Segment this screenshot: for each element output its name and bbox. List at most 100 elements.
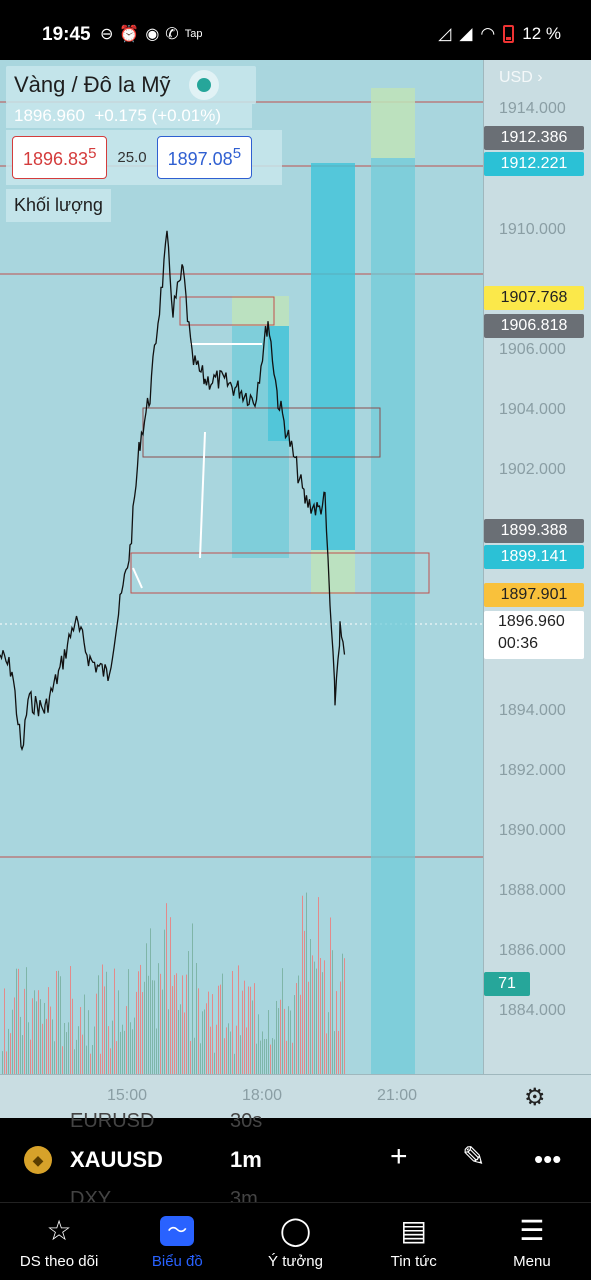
status-right: ◿ ◢ ◠ 12 % — [438, 24, 561, 44]
time-axis[interactable]: 15:00 18:00 21:00 ⚙ — [0, 1074, 591, 1118]
volume-bar — [182, 975, 183, 1074]
nav-label: Ý tưởng — [268, 1253, 323, 1270]
volume-bar — [272, 1038, 273, 1074]
volume-bar — [112, 1020, 113, 1074]
trendline — [199, 431, 206, 559]
volume-bar — [286, 1040, 287, 1074]
volume-bar — [194, 1037, 195, 1074]
volume-bar — [320, 958, 321, 1074]
chart-pane[interactable]: 17 — [0, 60, 483, 1074]
status-icons: ⊖ ⏰ ◉ ✆ Tap — [100, 24, 202, 44]
volume-bar — [44, 1002, 45, 1074]
volume-bar — [136, 991, 137, 1074]
volume-bar — [342, 953, 343, 1074]
volume-bar — [222, 973, 223, 1074]
signal-icon: ◢ — [459, 24, 473, 43]
volume-bar — [192, 923, 193, 1074]
battery-text: 12 % — [522, 24, 561, 43]
bar-countdown: 00:36 — [498, 635, 539, 652]
price-change: +0.175 (+0.01%) — [94, 106, 222, 125]
call-icon: ✆ — [165, 26, 179, 43]
volume-bar — [66, 1032, 67, 1074]
volume-bar — [306, 892, 307, 1074]
volume-bar — [108, 1026, 109, 1074]
nav-chart[interactable]: 〜 Biểu đồ — [118, 1203, 236, 1280]
volume-bar — [344, 958, 345, 1074]
price-tag: 1912.386 — [484, 126, 584, 150]
volume-bar — [188, 951, 189, 1074]
volume-bar — [18, 968, 19, 1074]
add-icon[interactable]: + — [390, 1140, 408, 1173]
dnd-icon: ⊖ — [100, 26, 114, 43]
price-line — [0, 230, 346, 752]
nav-menu[interactable]: ☰ Menu — [473, 1203, 591, 1280]
chart-legend[interactable]: Vàng / Đô la Mỹ 1896.960 +0.175 (+0.01%)… — [6, 66, 282, 222]
volume-bar — [224, 1038, 225, 1074]
volume-bar — [198, 988, 199, 1074]
volume-label[interactable]: Khối lượng — [6, 189, 111, 222]
buy-button[interactable]: 1897.085 — [156, 136, 253, 179]
volume-bar — [232, 970, 233, 1074]
long-zone — [371, 158, 415, 1074]
currency-selector[interactable]: USD › — [499, 69, 543, 86]
volume-bar — [84, 994, 85, 1074]
volume-bar — [196, 962, 197, 1074]
volume-bar — [208, 991, 209, 1074]
volume-bar — [258, 1014, 259, 1074]
volume-bar — [12, 1009, 13, 1074]
nav-ideas[interactable]: ◯ Ý tưởng — [236, 1203, 354, 1280]
volume-bar — [142, 992, 143, 1074]
volume-bar — [300, 994, 301, 1074]
chart-canvas[interactable] — [0, 60, 483, 1074]
volume-bar — [74, 1049, 75, 1074]
small-tp-zone — [232, 296, 289, 326]
volume-bar — [64, 1022, 65, 1074]
volume-bar — [154, 980, 155, 1074]
volume-bar — [104, 986, 105, 1074]
volume-bar — [24, 988, 25, 1074]
ghost-timeframe: 30s — [230, 1110, 263, 1132]
status-time: 19:45 — [42, 24, 91, 45]
volume-bar — [52, 1019, 53, 1074]
volume-bar — [304, 930, 305, 1074]
volume-bar — [298, 975, 299, 1074]
volume-bar — [180, 1004, 181, 1074]
more-icon[interactable]: ••• — [534, 1144, 562, 1174]
volume-bar — [312, 955, 313, 1074]
price-tick: 1914.000 — [499, 100, 566, 117]
volume-bar — [4, 988, 5, 1074]
volume-bar — [338, 1030, 339, 1074]
symbol-selector[interactable]: XAUUSD — [70, 1147, 163, 1172]
volume-bar — [250, 986, 251, 1074]
sell-button[interactable]: 1896.835 — [12, 136, 108, 179]
price-axis[interactable]: USD › 1914.000 1910.000 1906.000 1904.00… — [483, 60, 591, 1074]
price-tag: 1899.141 — [484, 545, 584, 569]
volume-bar — [204, 1009, 205, 1074]
volume-bar — [166, 903, 167, 1074]
volume-bar — [252, 1000, 253, 1074]
volume-bar — [80, 1007, 81, 1074]
volume-bar — [114, 968, 115, 1074]
volume-bar — [134, 1017, 135, 1074]
volume-bar — [200, 1043, 201, 1074]
volume-bar — [260, 1040, 261, 1074]
volume-bar — [120, 1031, 121, 1074]
nav-label: Menu — [513, 1253, 551, 1270]
box — [130, 552, 430, 594]
settings-gear-icon[interactable]: ⚙ — [524, 1084, 546, 1111]
volume-bar — [212, 994, 213, 1074]
news-icon: ▤ — [400, 1215, 427, 1246]
volume-bar — [138, 971, 139, 1074]
volume-bar — [88, 1010, 89, 1074]
volume-bar — [302, 895, 303, 1074]
timeframe-selector[interactable]: 1m — [230, 1147, 262, 1172]
volume-bar — [244, 980, 245, 1074]
nav-watchlist[interactable]: ☆ DS theo dõi — [0, 1203, 118, 1280]
volume-bar — [144, 981, 145, 1074]
drawing-pen-icon[interactable]: ✎ — [462, 1141, 486, 1172]
volume-bar — [54, 1041, 55, 1074]
nav-news[interactable]: ▤ Tin tức — [355, 1203, 473, 1280]
volume-bar — [14, 997, 15, 1074]
symbol-header[interactable]: Vàng / Đô la Mỹ — [6, 66, 256, 104]
volume-bar — [308, 981, 309, 1074]
